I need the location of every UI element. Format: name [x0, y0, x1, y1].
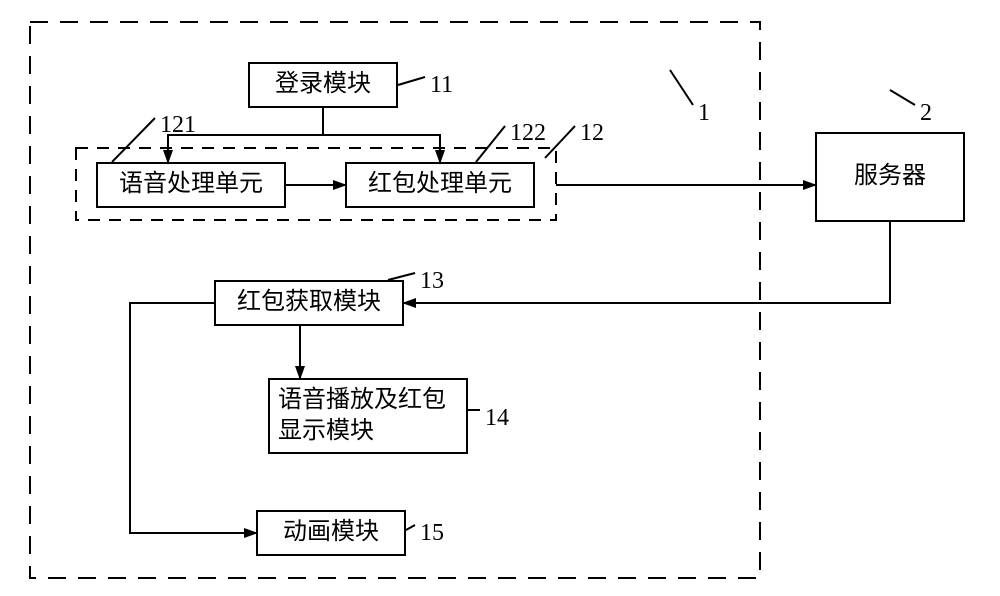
label-13: 13 [420, 268, 444, 295]
node-hongbao-get: 红包获取模块 [214, 280, 404, 326]
node-server-label: 服务器 [854, 161, 926, 192]
label-15: 15 [420, 520, 444, 547]
node-voice-proc: 语音处理单元 [96, 162, 286, 208]
label-1: 1 [698, 100, 710, 127]
node-hongbao-proc-label: 红包处理单元 [368, 169, 512, 200]
node-hongbao-get-label: 红包获取模块 [237, 287, 381, 318]
label-2: 2 [920, 100, 932, 127]
node-voice-play-label: 语音播放及红包显示模块 [278, 385, 458, 447]
node-anim-label: 动画模块 [283, 517, 379, 548]
connectors-overlay [0, 0, 1000, 596]
node-anim: 动画模块 [256, 510, 406, 556]
label-12: 12 [580, 120, 604, 147]
diagram-canvas: 登录模块 语音处理单元 红包处理单元 红包获取模块 语音播放及红包显示模块 动画… [0, 0, 1000, 596]
label-122: 122 [510, 120, 546, 147]
node-login: 登录模块 [248, 62, 398, 108]
label-11: 11 [430, 72, 453, 99]
node-hongbao-proc: 红包处理单元 [345, 162, 535, 208]
node-login-label: 登录模块 [275, 69, 371, 100]
node-voice-play: 语音播放及红包显示模块 [268, 378, 468, 454]
node-voice-proc-label: 语音处理单元 [119, 169, 263, 200]
node-server: 服务器 [815, 132, 965, 222]
label-121: 121 [160, 112, 196, 139]
label-14: 14 [485, 405, 509, 432]
